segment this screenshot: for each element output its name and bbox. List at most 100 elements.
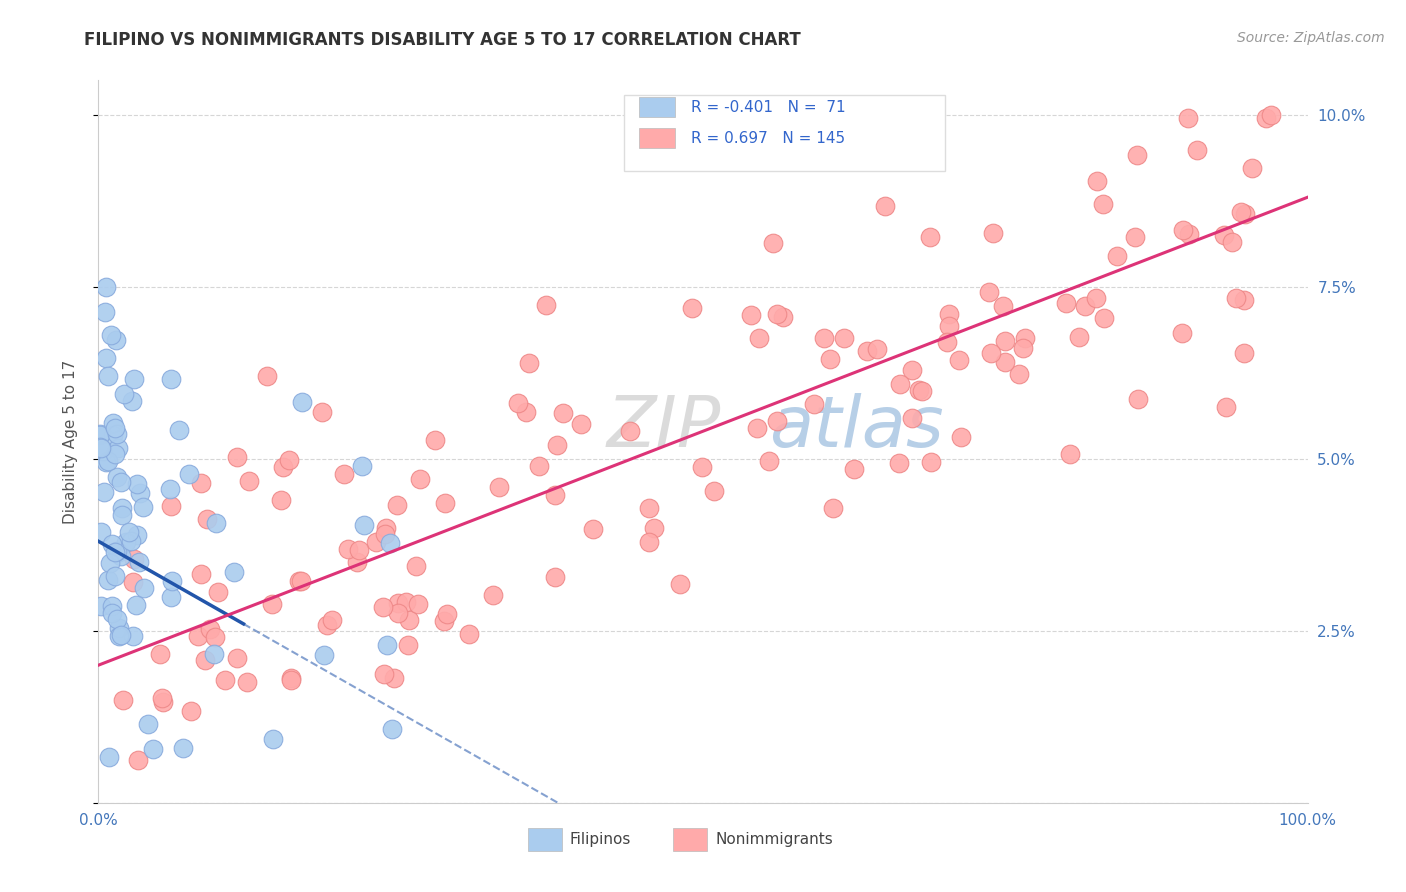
Point [377, 638, 399, 652]
Point [1213, 227, 1236, 242]
Point [887, 456, 910, 470]
Point [527, 458, 550, 473]
Point [262, 597, 284, 611]
Point [108, 545, 131, 559]
Point [409, 472, 432, 486]
Point [762, 235, 785, 250]
Point [748, 331, 770, 345]
Point [544, 570, 567, 584]
Point [101, 416, 124, 430]
Point [172, 740, 194, 755]
Point [311, 405, 333, 419]
Point [160, 371, 183, 385]
Point [994, 355, 1017, 369]
Point [918, 230, 941, 244]
Point [277, 452, 299, 467]
Point [238, 474, 260, 488]
Point [97, 369, 120, 384]
Point [374, 521, 396, 535]
Point [226, 651, 249, 665]
Point [766, 414, 789, 428]
Point [1059, 447, 1081, 461]
Text: Nonimmigrants: Nonimmigrants [716, 832, 832, 847]
Point [1092, 311, 1115, 326]
Point [619, 424, 641, 438]
Point [935, 335, 957, 350]
Point [1233, 345, 1256, 359]
Point [128, 555, 150, 569]
Point [89, 441, 111, 455]
Point [1187, 143, 1209, 157]
Point [1229, 205, 1251, 219]
Point [346, 555, 368, 569]
Point [94, 455, 117, 469]
Point [127, 528, 149, 542]
Point [856, 344, 879, 359]
Point [160, 591, 183, 605]
Point [104, 568, 127, 582]
Point [97, 573, 120, 587]
Point [98, 556, 121, 570]
Point [352, 458, 374, 473]
Point [1240, 161, 1263, 176]
Point [488, 480, 510, 494]
Point [747, 421, 769, 435]
Text: FILIPINO VS NONIMMIGRANTS DISABILITY AGE 5 TO 17 CORRELATION CHART: FILIPINO VS NONIMMIGRANTS DISABILITY AGE… [84, 31, 801, 49]
Point [90, 599, 112, 613]
Point [395, 595, 418, 609]
Point [364, 534, 387, 549]
Point [195, 512, 218, 526]
Point [1126, 392, 1149, 406]
Point [280, 671, 302, 685]
Point [1123, 229, 1146, 244]
Point [1069, 330, 1091, 344]
Point [121, 575, 143, 590]
Point [101, 537, 124, 551]
Point [1178, 227, 1201, 241]
FancyBboxPatch shape [624, 95, 945, 170]
Point [637, 534, 659, 549]
Point [821, 500, 844, 515]
Point [571, 417, 593, 432]
Point [1011, 341, 1033, 355]
Point [544, 488, 567, 502]
Point [120, 534, 142, 549]
Point [90, 525, 112, 540]
Point [180, 704, 202, 718]
Point [200, 622, 222, 636]
Point [121, 629, 143, 643]
Point [104, 333, 127, 347]
Point [948, 352, 970, 367]
Point [1215, 400, 1237, 414]
Point [703, 484, 725, 499]
Point [160, 574, 183, 588]
Point [991, 299, 1014, 313]
Point [93, 485, 115, 500]
Point [1225, 291, 1247, 305]
Point [668, 576, 690, 591]
Point [1107, 249, 1129, 263]
Point [758, 454, 780, 468]
Point [425, 433, 447, 447]
Point [160, 500, 183, 514]
Point [766, 307, 789, 321]
Point [1091, 197, 1114, 211]
Point [690, 459, 713, 474]
Point [911, 384, 934, 398]
Point [979, 285, 1001, 299]
Point [108, 629, 131, 643]
Point [89, 428, 111, 442]
Point [115, 535, 138, 549]
Point [111, 501, 134, 516]
Point [506, 396, 529, 410]
Point [433, 496, 456, 510]
Point [96, 351, 118, 366]
Point [118, 525, 141, 540]
Point [202, 648, 225, 662]
Point [91, 444, 114, 458]
Point [194, 653, 217, 667]
Point [89, 426, 111, 441]
Point [280, 673, 302, 688]
FancyBboxPatch shape [527, 828, 561, 851]
Point [371, 600, 394, 615]
